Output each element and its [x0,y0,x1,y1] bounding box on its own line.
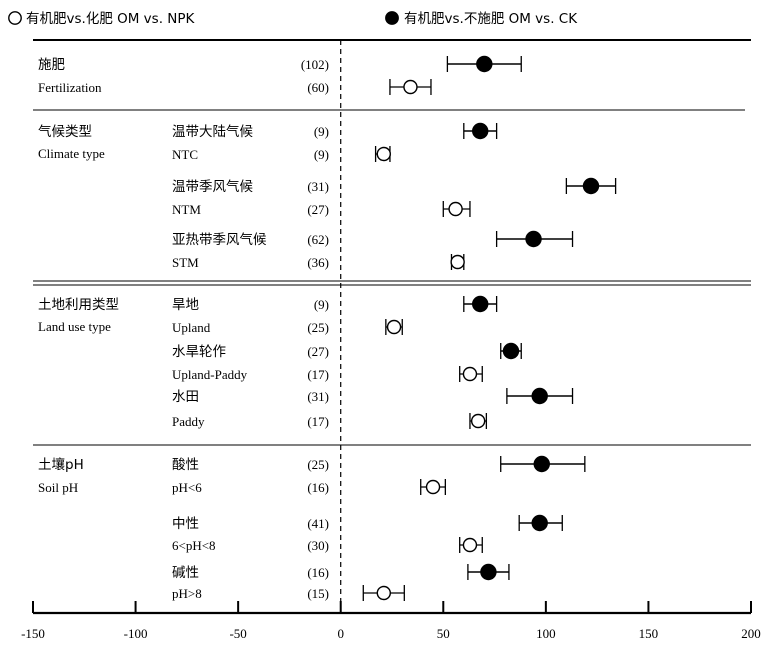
row-sample-size: (25) [307,457,329,472]
group-label-en: Fertilization [38,80,102,95]
row-sample-size: (16) [307,480,329,495]
x-tick-label: -150 [21,626,45,641]
row-sublabel: 旱地 [172,297,199,313]
row-sublabel: 温带季风气候 [172,179,253,195]
row-sublabel: 亚热带季风气候 [172,232,267,248]
row-sublabel: NTM [172,202,201,217]
row-sublabel: pH>8 [172,586,202,601]
legend-label-npk: 有机肥vs.化肥 OM vs. NPK [26,11,196,27]
x-tick-label: -100 [124,626,148,641]
group-label-cn: 土壤pH [38,456,84,473]
row-sublabel: 温带大陆气候 [172,124,253,140]
row-sublabel: 水旱轮作 [172,344,226,360]
group-label-cn: 土地利用类型 [38,297,119,313]
legend-marker-npk [8,11,22,25]
row-sample-size: (62) [307,232,329,247]
point-ck [531,514,548,532]
group-label-en: Soil pH [38,480,78,495]
point-npk [376,585,391,601]
row-sample-size: (41) [307,516,329,531]
row-sublabel: 中性 [172,516,199,532]
row-sublabel: STM [172,255,199,270]
row-sample-size: (30) [307,538,329,553]
row-sublabel: NTC [172,147,198,162]
x-tick-label: -50 [229,626,246,641]
x-tick-label: 0 [337,626,344,641]
x-tick-label: 50 [437,626,450,641]
legend-label-ck: 有机肥vs.不施肥 OM vs. CK [404,11,578,27]
row-sample-size: (15) [307,586,329,601]
row-sublabel: 碱性 [172,565,199,581]
point-npk [376,146,391,162]
point-npk [386,319,402,335]
point-ck [533,455,550,473]
point-ck [472,122,489,140]
group-label-cn: 施肥 [38,57,65,73]
row-sublabel: Paddy [172,414,205,429]
group-label-en: Land use type [38,319,111,334]
row-sublabel: 酸性 [172,457,199,473]
point-ck [531,387,548,405]
point-npk [425,479,441,495]
row-sublabel: 6<pH<8 [172,538,216,553]
point-ck [472,295,489,313]
row-sample-size: (9) [314,124,329,139]
point-ck [480,563,497,581]
x-tick-label: 150 [639,626,659,641]
point-npk [450,254,465,270]
row-sample-size: (31) [307,179,329,194]
row-sample-size: (27) [307,202,329,217]
group-label-en: Climate type [38,146,105,161]
point-ck [476,55,493,73]
point-ck [582,177,600,195]
legend-marker-ck [385,11,399,25]
row-sublabel: pH<6 [172,480,202,495]
row-sample-size: (9) [314,147,329,162]
point-npk [403,79,418,95]
x-tick-label: 100 [536,626,556,641]
point-npk [462,537,478,553]
point-ck [525,230,542,248]
row-sample-size: (27) [307,344,329,359]
group-label-cn: 气候类型 [38,124,92,140]
row-sample-size: (31) [307,389,329,404]
row-sublabel: Upland [172,320,211,335]
row-sample-size: (25) [307,320,329,335]
row-sublabel: 水田 [172,389,199,405]
row-sample-size: (16) [307,565,329,580]
row-sample-size: (36) [307,255,329,270]
row-sample-size: (102) [301,57,329,72]
point-ck [502,342,520,360]
row-sublabel: Upland-Paddy [172,367,248,382]
point-npk [462,366,478,382]
row-sample-size: (60) [307,80,329,95]
row-sample-size: (17) [307,367,329,382]
row-sample-size: (17) [307,414,329,429]
point-npk [470,413,486,429]
x-tick-label: 200 [741,626,761,641]
row-sample-size: (9) [314,297,329,312]
point-npk [448,201,463,217]
